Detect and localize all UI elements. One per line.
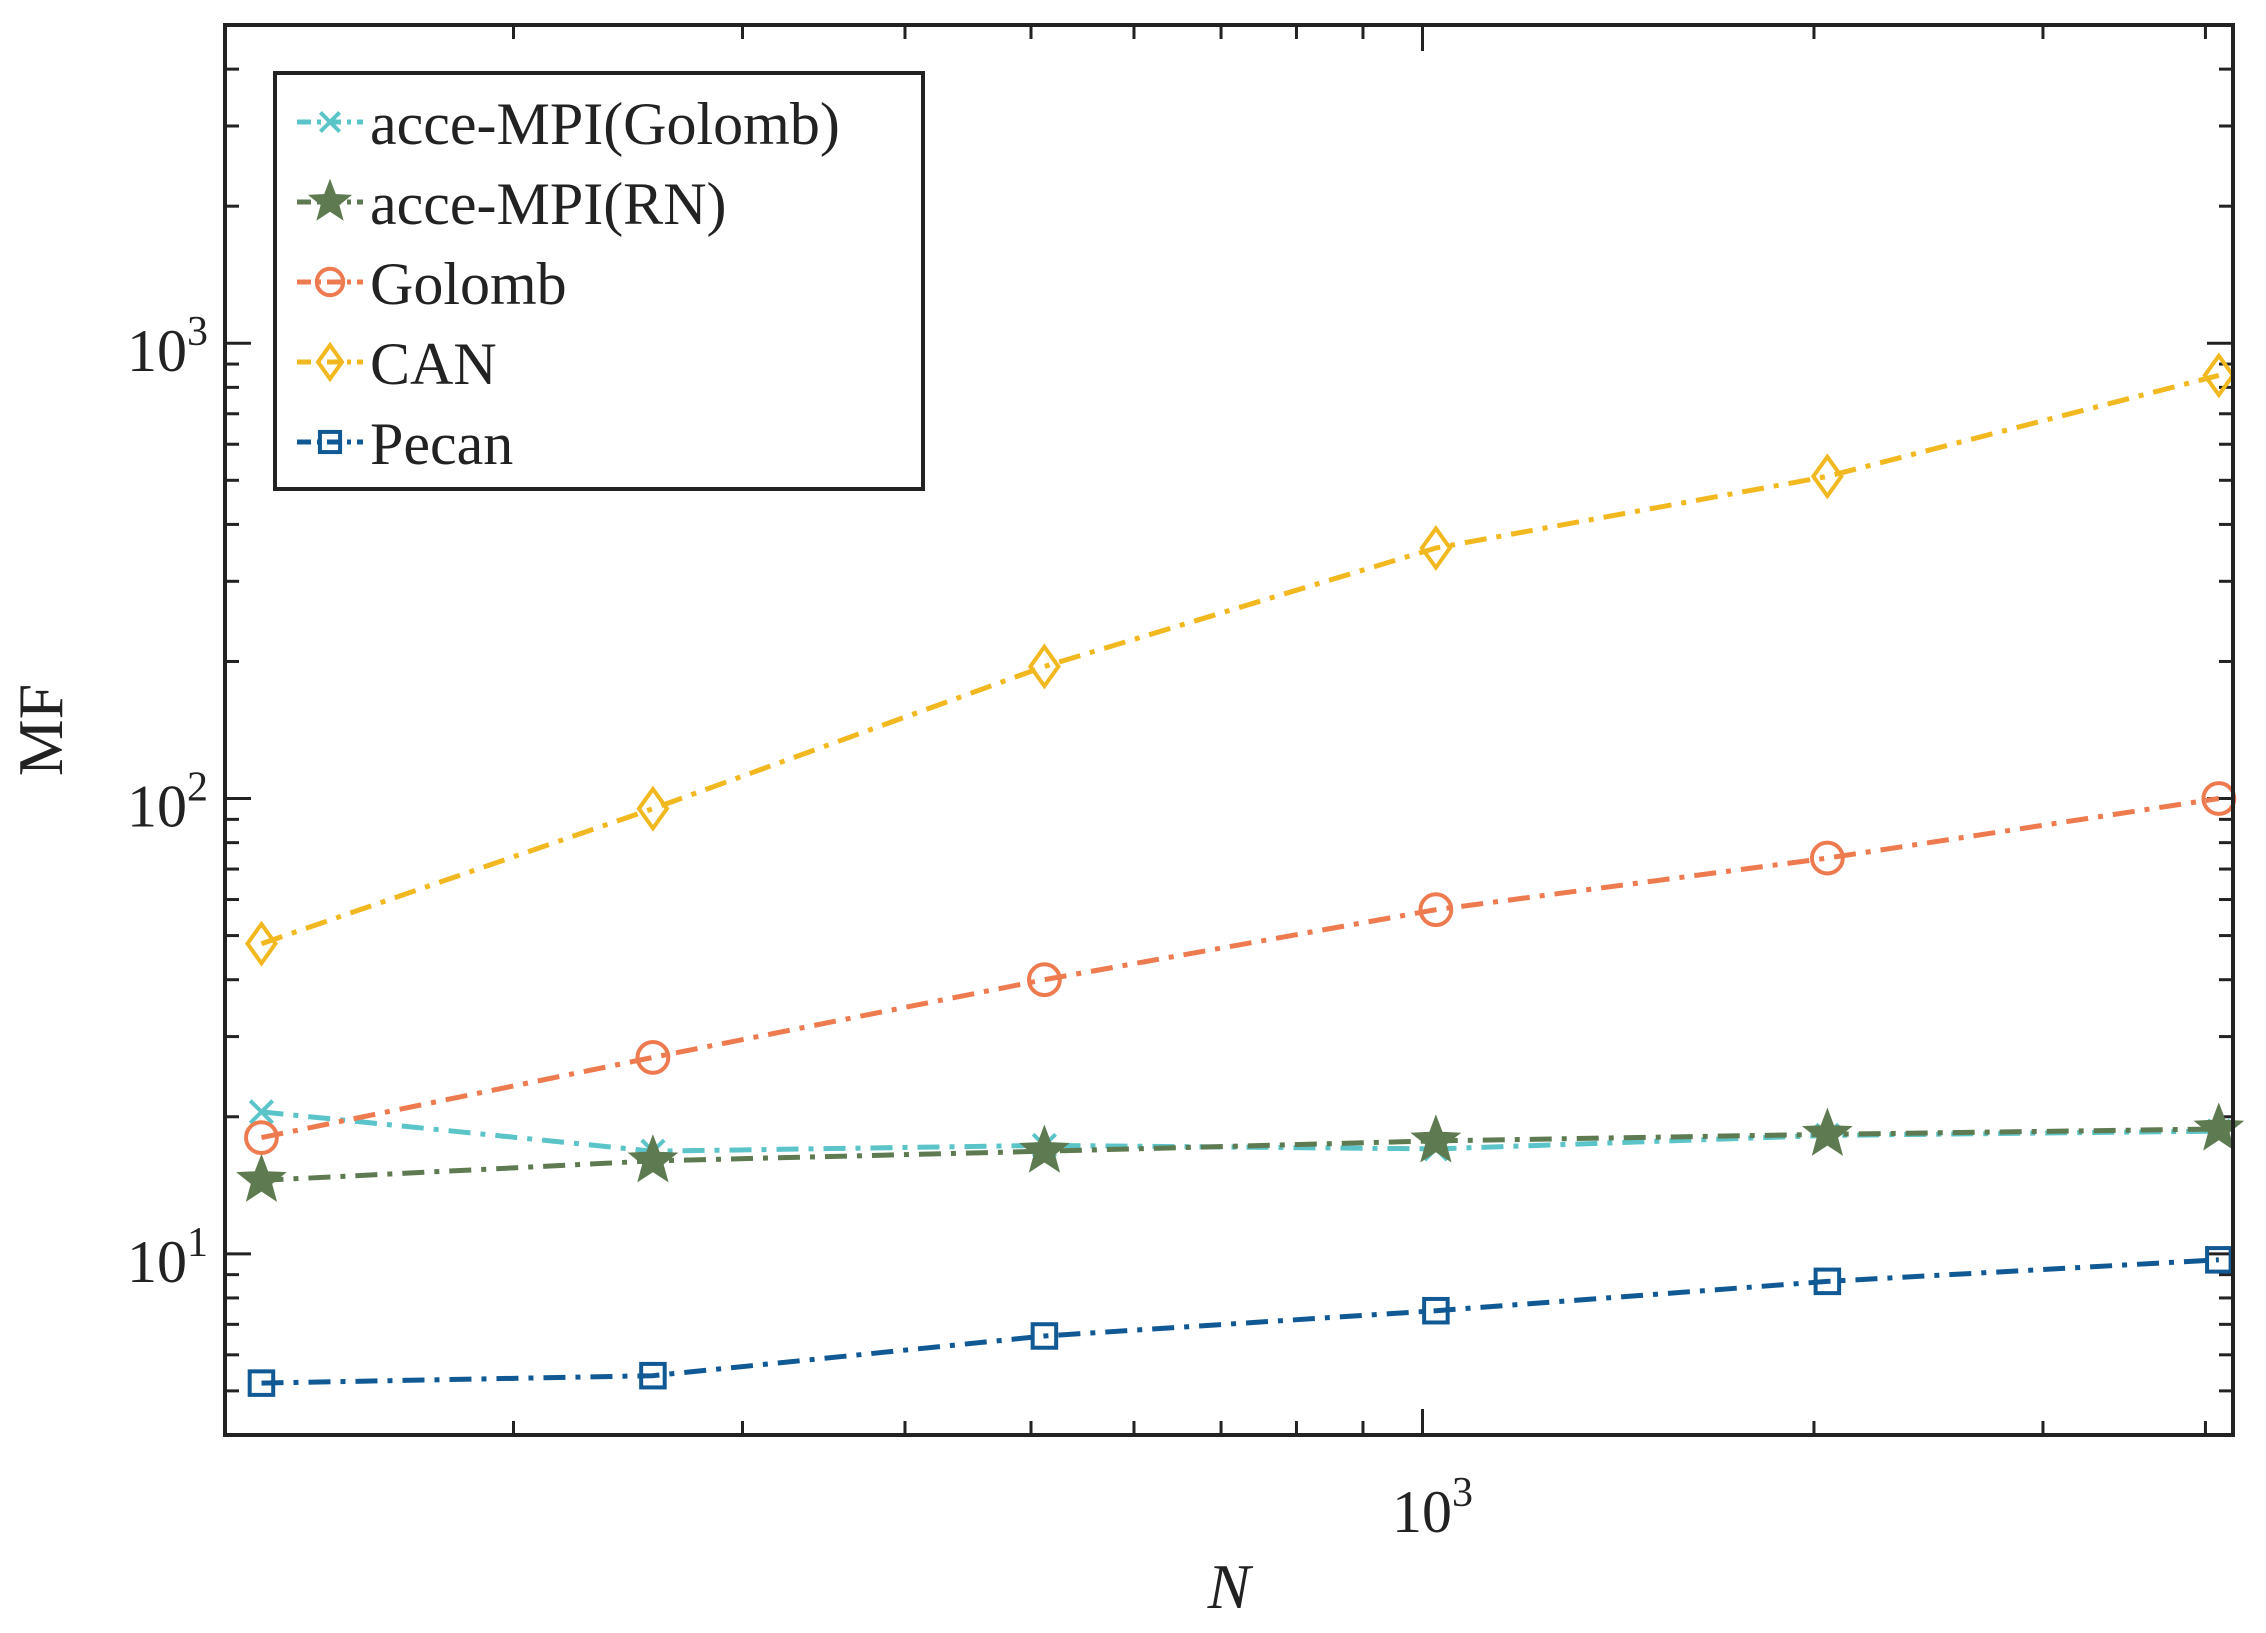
point-marker xyxy=(317,429,343,455)
legend: acce-MPI(Golomb) acce-MPI(RN) Golomb CAN Pec… xyxy=(273,71,925,491)
y-axis-label: MF xyxy=(5,684,76,777)
point-marker xyxy=(1027,962,1062,998)
point-marker xyxy=(247,1369,276,1397)
point-marker xyxy=(2193,1102,2245,1151)
legend-entry: acce-MPI(RN) xyxy=(297,171,727,237)
legend-label: Pecan xyxy=(370,411,513,477)
tick-labels: 101 102 103 103 xyxy=(127,309,1473,1545)
point-marker xyxy=(1813,1267,1842,1296)
point-marker xyxy=(627,1134,679,1183)
series-line xyxy=(261,1126,2219,1183)
axes-ticks xyxy=(225,23,2233,1437)
legend-label: acce-MPI(RN) xyxy=(370,171,727,237)
legend-entry: Pecan xyxy=(297,411,513,477)
y-tick-label: 102 xyxy=(127,765,208,840)
x-tick-label: 103 xyxy=(1392,1470,1473,1545)
point-marker xyxy=(248,1099,275,1125)
y-tick-label: 101 xyxy=(127,1220,208,1295)
y-tick-label: 103 xyxy=(127,309,208,384)
point-marker xyxy=(1418,892,1454,928)
series-line xyxy=(261,1257,2219,1386)
point-marker xyxy=(236,1153,287,1202)
point-marker xyxy=(1422,1296,1450,1325)
point-marker xyxy=(307,178,353,221)
point-marker xyxy=(639,1361,667,1390)
point-marker xyxy=(636,785,670,832)
axes-frame xyxy=(223,23,2235,1437)
legend-label: CAN xyxy=(370,331,497,397)
series-acce-mpi-rn xyxy=(236,1102,2245,1202)
legend-label: Golomb xyxy=(370,251,567,317)
point-marker xyxy=(1410,1114,1462,1163)
series-acce-mpi-golomb xyxy=(248,1099,2232,1164)
legend-entry: CAN xyxy=(297,331,497,397)
legend-box xyxy=(273,71,925,491)
series-golomb xyxy=(244,781,2237,1155)
legend-entry: acce-MPI(Golomb) xyxy=(297,91,840,157)
series-line xyxy=(260,372,2220,947)
point-marker xyxy=(315,341,345,383)
point-marker xyxy=(1810,453,1844,500)
point-marker xyxy=(1801,1107,1853,1156)
point-marker xyxy=(1030,1322,1059,1350)
x-axis-label: N xyxy=(1207,1551,1254,1622)
point-marker xyxy=(244,920,278,967)
point-marker xyxy=(1419,524,1453,572)
legend-items: acce-MPI(Golomb) acce-MPI(RN) Golomb CAN Pec… xyxy=(297,91,840,477)
point-marker xyxy=(2205,1246,2233,1274)
legend-label: acce-MPI(Golomb) xyxy=(370,91,840,157)
point-marker xyxy=(318,110,342,134)
point-marker xyxy=(244,1120,279,1155)
series-line xyxy=(260,796,2220,1141)
legend-entry: Golomb xyxy=(297,251,567,317)
point-marker xyxy=(314,266,346,298)
point-marker xyxy=(635,1040,671,1075)
point-marker xyxy=(2202,352,2236,399)
point-marker xyxy=(1809,840,1845,876)
series-group xyxy=(236,352,2245,1397)
point-marker xyxy=(1019,1124,1070,1173)
point-marker xyxy=(1027,643,1061,690)
series-can xyxy=(244,352,2236,967)
series-pecan xyxy=(247,1246,2233,1397)
